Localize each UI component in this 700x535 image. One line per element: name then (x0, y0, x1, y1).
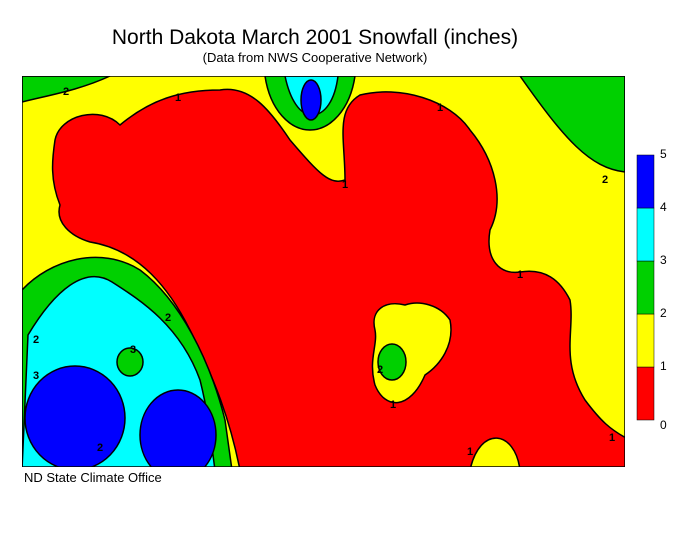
map (22, 76, 625, 467)
contour-label: 1 (437, 102, 443, 114)
contour-label: 1 (175, 92, 181, 104)
legend: 0 1 2 3 4 5 (636, 147, 667, 432)
contour-label: 1 (467, 446, 473, 458)
contour-label: 2 (63, 86, 69, 98)
contour-label: 1 (609, 432, 615, 444)
legend-label: 0 (660, 418, 667, 432)
title: North Dakota March 2001 Snowfall (inches… (112, 26, 518, 49)
contour-label: 1 (517, 269, 523, 281)
contour-label: 2 (165, 312, 171, 324)
contour-label: 1 (342, 179, 348, 191)
legend-swatch (636, 260, 655, 315)
contour-label: 3 (33, 370, 39, 382)
contour-label: 3 (130, 344, 136, 356)
credit: ND State Climate Office (24, 470, 162, 485)
legend-label: 3 (660, 253, 667, 267)
legend-label: 5 (660, 147, 667, 161)
contour-label: 2 (602, 174, 608, 186)
contour-label: 1 (390, 399, 396, 411)
legend-label: 2 (660, 306, 667, 320)
legend-swatch (636, 313, 655, 368)
contour-labels: 2 1 1 2 1 2 1 2 3 3 2 1 2 1 1 (33, 86, 615, 458)
legend-label: 1 (660, 359, 667, 373)
legend-swatch (636, 207, 655, 262)
legend-swatch (636, 366, 655, 421)
contour-label: 2 (97, 442, 103, 454)
contour-label: 2 (33, 334, 39, 346)
legend-swatch (636, 154, 655, 209)
subtitle: (Data from NWS Cooperative Network) (203, 50, 428, 65)
legend-label: 4 (660, 200, 667, 214)
contour-label: 2 (377, 364, 383, 376)
